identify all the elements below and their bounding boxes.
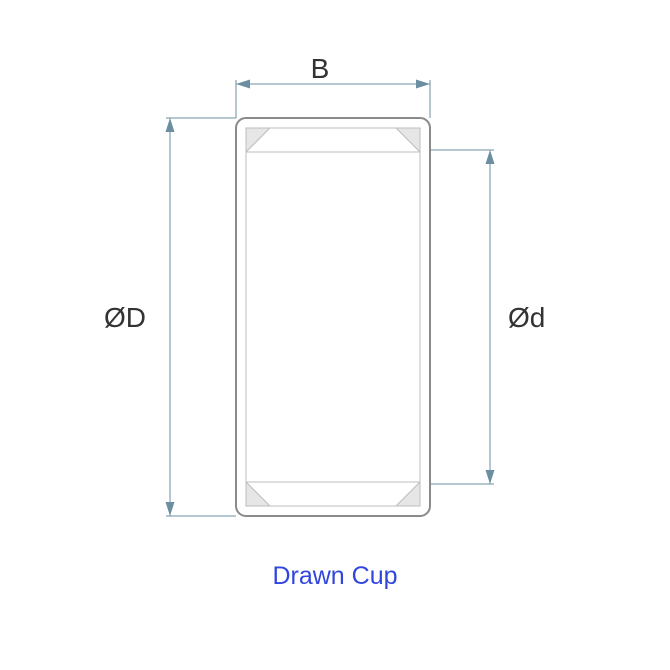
cup-inner-rect (246, 128, 420, 506)
dim-arrowhead (166, 502, 175, 516)
dim-D-group: ØD (104, 118, 236, 516)
dim-B-group: B (236, 53, 430, 118)
diagram-stage: B ØD Ød Drawn Cup (0, 0, 670, 670)
dim-arrowhead (236, 80, 250, 89)
dim-d-label: Ød (508, 302, 545, 333)
chamfer-corner (396, 128, 420, 152)
diagram-svg: B ØD Ød Drawn Cup (0, 0, 670, 670)
dim-arrowhead (416, 80, 430, 89)
chamfer-corner (246, 128, 270, 152)
dim-arrowhead (166, 118, 175, 132)
dim-d-group: Ød (430, 150, 545, 484)
dim-arrowhead (486, 470, 495, 484)
caption-text: Drawn Cup (272, 562, 397, 590)
drawn-cup-part (236, 118, 430, 516)
chamfer-corner (246, 482, 270, 506)
chamfer-corner (396, 482, 420, 506)
dim-D-label: ØD (104, 302, 146, 333)
dim-B-label: B (311, 53, 330, 84)
cup-outer-rect (236, 118, 430, 516)
dim-arrowhead (486, 150, 495, 164)
